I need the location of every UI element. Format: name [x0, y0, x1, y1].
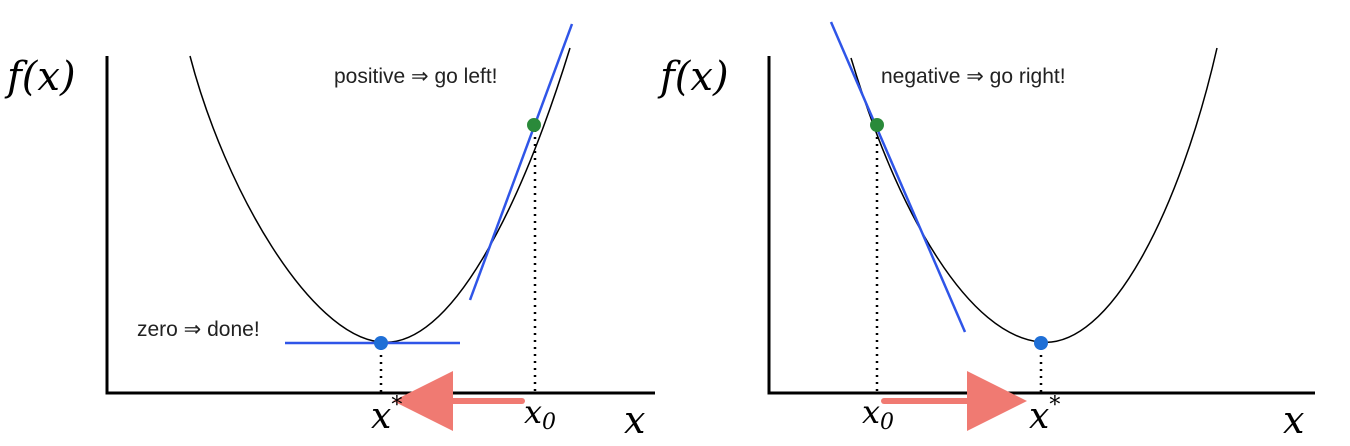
left-tangent-at-start: [468, 23, 574, 301]
right-minimum-point: [1034, 336, 1048, 350]
left-minimum-point: [374, 336, 388, 350]
left-start-label-subscript: 0: [542, 410, 556, 435]
left-axes: [105, 56, 655, 395]
right-axes: [767, 56, 1315, 395]
left-start-label: x0: [524, 393, 556, 435]
left-y-axis-label: f(x): [4, 54, 76, 100]
left-slope-annotation: positive ⇒ go left!: [334, 65, 498, 88]
right-minimum-label-star: *: [1049, 393, 1060, 418]
right-slope-annotation: negative ⇒ go right!: [881, 65, 1066, 88]
right-minimum-label: x*: [1029, 393, 1060, 437]
left-start-point: [527, 118, 541, 132]
right-tangent-at-start: [829, 21, 967, 333]
right-start-label-subscript: 0: [880, 410, 894, 435]
left-minimum-label: x*: [371, 393, 402, 437]
right-start-label: x0: [862, 393, 894, 435]
left-panel: f(x) positive ⇒ go left! zero ⇒ done! x*…: [4, 23, 655, 442]
right-y-axis-label: f(x): [657, 54, 729, 100]
right-minimum-label-base: x: [1029, 396, 1049, 437]
left-minimum-label-star: *: [391, 393, 402, 418]
right-start-point: [870, 118, 884, 132]
right-x-axis-label: x: [1283, 398, 1304, 442]
left-curve: [189, 47, 571, 343]
left-start-label-base: x: [524, 393, 542, 431]
left-minimum-annotation: zero ⇒ done!: [137, 318, 260, 341]
left-minimum-label-base: x: [371, 396, 391, 437]
left-x-axis-label: x: [624, 398, 645, 442]
right-panel: f(x) negative ⇒ go right! x0 x* x: [657, 21, 1315, 442]
right-start-label-base: x: [862, 393, 880, 431]
